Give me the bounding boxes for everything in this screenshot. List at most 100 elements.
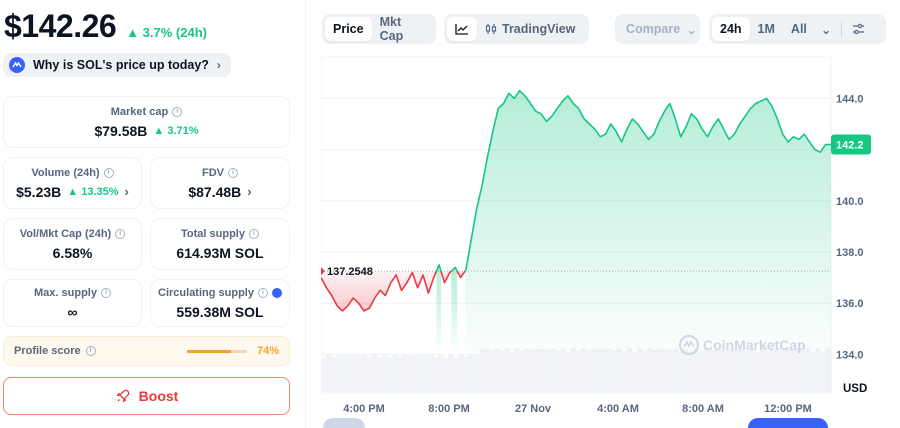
vol-mkt-cap-value: 6.58%: [52, 244, 93, 261]
vol-mkt-cap-card: Vol/Mkt Cap (24h) i 6.58%: [3, 218, 142, 270]
volume-bar: [581, 348, 587, 392]
range-more-dropdown[interactable]: ⌄: [815, 17, 837, 41]
volume-bar: [346, 354, 352, 392]
volume-bar: [550, 348, 556, 392]
volume-bar: [570, 348, 576, 392]
volume-bar: [331, 356, 337, 392]
info-icon[interactable]: i: [248, 228, 259, 239]
info-icon[interactable]: i: [172, 106, 183, 117]
fdv-value: $87.48B: [188, 183, 242, 200]
total-supply-value: 614.93M SOL: [176, 244, 264, 261]
volume-bar: [734, 349, 740, 392]
fdv-card[interactable]: FDV i $87.48B ›: [150, 157, 290, 209]
volume-bar: [387, 357, 393, 392]
volume-bar: [815, 348, 821, 392]
chart-settings-button[interactable]: [846, 17, 871, 41]
tradingview-button[interactable]: TradingView: [477, 17, 583, 41]
volume-bar: [825, 348, 831, 392]
volume-bar: [621, 351, 627, 392]
volume-bar: [443, 357, 449, 392]
volume-bar: [372, 354, 377, 392]
max-supply-card: Max. supply i ∞: [3, 279, 142, 327]
current-price-tag: [831, 134, 871, 155]
volume-bar: [423, 355, 428, 392]
volume-bar: [810, 351, 816, 392]
price-chart[interactable]: 144.0142.0140.0138.0136.0134.0137.254814…: [321, 56, 900, 428]
range-1m[interactable]: 1M: [757, 22, 775, 36]
info-icon[interactable]: i: [85, 346, 96, 356]
profile-score[interactable]: Profile score i 74%: [3, 336, 290, 366]
info-icon[interactable]: i: [115, 228, 126, 239]
price-area-up: [465, 90, 831, 352]
why-price-up-button[interactable]: Why is SOL's price up today? ›: [3, 53, 231, 77]
price-area-up: [451, 267, 458, 352]
volume-bar: [754, 351, 760, 392]
compare-dropdown[interactable]: Compare ⌄: [615, 14, 700, 44]
range-24h[interactable]: 24h: [712, 17, 750, 41]
volume-label: Volume (24h): [31, 166, 100, 179]
price-line-down: [456, 270, 466, 279]
current-price: $142.26: [4, 8, 117, 44]
line-chart-button[interactable]: [447, 17, 477, 41]
info-icon[interactable]: i: [103, 167, 114, 178]
volume-bar: [662, 349, 668, 392]
volume-bar: [453, 357, 459, 392]
volume-bar: [504, 348, 510, 392]
profile-score-bar: [186, 349, 247, 353]
volume-bar: [800, 350, 806, 392]
scroll-bubble-left[interactable]: [323, 418, 365, 428]
market-cap-change: ▲ 3.71%: [153, 124, 199, 137]
price-line-up: [435, 264, 442, 272]
price-line-up: [464, 89, 831, 272]
volume-bar: [703, 348, 709, 392]
chevron-right-icon: ›: [124, 184, 129, 199]
y-axis-unit: USD: [843, 383, 867, 395]
candlestick-icon: [485, 24, 497, 34]
price-area-up: [436, 264, 441, 352]
volume-bar: [555, 350, 561, 392]
volume-bar: [739, 348, 745, 392]
scroll-bubble-right[interactable]: [748, 418, 828, 428]
tab-price[interactable]: Price: [325, 17, 372, 41]
volume-bar: [805, 348, 811, 392]
max-supply-value: ∞: [67, 303, 78, 320]
volume-bar: [356, 355, 362, 392]
x-tick-label: 8:00 PM: [428, 403, 470, 415]
y-tick-label: 144.0: [836, 93, 864, 105]
rocket-icon: [116, 389, 129, 403]
volume-bar: [820, 351, 826, 392]
info-icon[interactable]: i: [257, 287, 268, 298]
volume-bar: [479, 349, 485, 392]
vol-mkt-cap-label: Vol/Mkt Cap (24h): [19, 227, 112, 240]
volume-bar: [448, 354, 454, 392]
volume-bar: [474, 355, 479, 392]
volume-value: $5.23B: [16, 183, 62, 200]
volume-bar: [790, 349, 796, 392]
market-cap-value: $79.58B: [94, 122, 148, 139]
volume-bar: [723, 349, 729, 392]
chevron-down-icon: ⌄: [820, 22, 832, 37]
volume-card[interactable]: Volume (24h) i $5.23B ▲ 13.35% ›: [3, 157, 142, 209]
profile-score-value: 74%: [256, 345, 279, 357]
volume-bar: [535, 348, 541, 392]
boost-button[interactable]: Boost: [3, 377, 290, 415]
info-icon[interactable]: i: [100, 287, 111, 298]
volume-bar: [468, 354, 474, 392]
y-tick-label: 138.0: [836, 247, 864, 259]
fdv-label: FDV: [202, 166, 224, 179]
range-all[interactable]: All: [790, 22, 807, 36]
volume-bar: [688, 351, 694, 392]
x-tick-label: 27 Nov: [515, 403, 552, 415]
volume-bar: [540, 349, 546, 392]
info-icon[interactable]: i: [228, 167, 238, 178]
y-tick-label: 140.0: [836, 196, 864, 208]
volume-bar: [560, 348, 566, 392]
tab-mkt-cap[interactable]: Mkt Cap: [379, 15, 404, 43]
volume-bar: [601, 349, 607, 392]
volume-bar: [484, 348, 490, 392]
volume-bar: [596, 349, 602, 392]
volume-bar: [718, 349, 724, 392]
total-supply-card: Total supply i 614.93M SOL: [150, 218, 290, 270]
watermark: CoinMarketCap: [679, 335, 806, 355]
volume-bar: [647, 348, 653, 392]
